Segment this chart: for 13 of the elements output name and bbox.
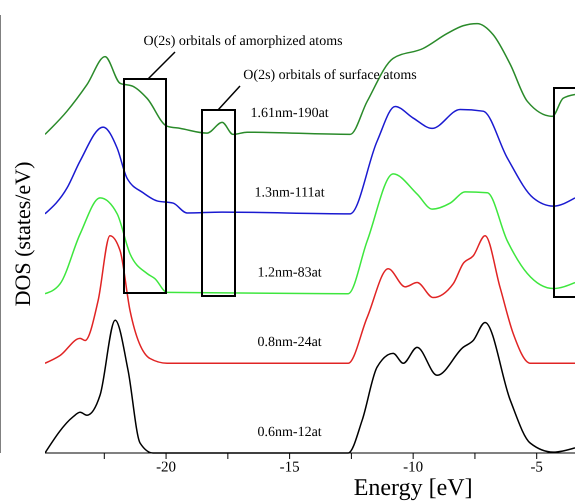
y-axis-title: DOS (states/eV) [10,162,35,306]
x-tick-label: -10 [403,460,424,476]
x-tick-label: -5 [530,460,543,476]
x-tick-label: -20 [156,460,176,476]
series-label: 1.61nm-190at [250,106,329,122]
annotation: O(2s) orbitals of surface atoms [243,68,417,83]
series-label: 1.2nm-83at [258,266,322,281]
annotation: O(2s) orbitals of amorphized atoms [143,34,343,49]
series-label: 0.8nm-24at [258,335,322,350]
x-tick-label: -15 [280,460,300,476]
series-label: 1.3nm-111at [254,186,325,201]
series-label: 0.6nm-12at [258,424,322,440]
x-axis-title: Energy [eV] [354,475,473,501]
